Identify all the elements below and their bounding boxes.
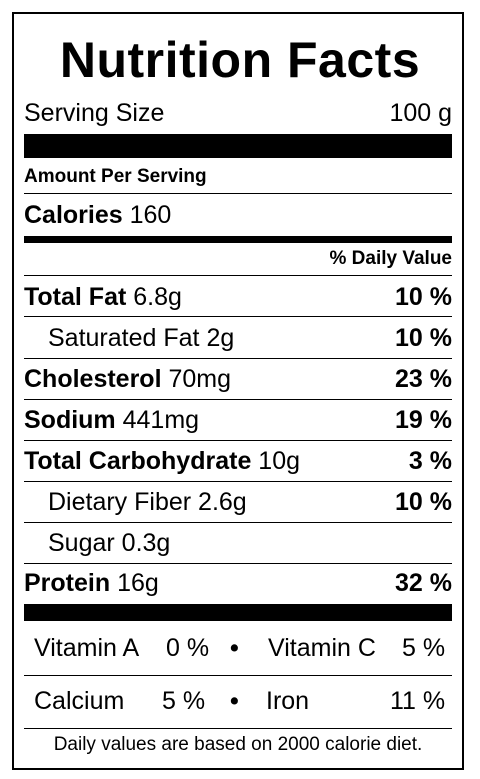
vitamin-a-value: 0 % — [166, 633, 210, 662]
nutrient-row-cholesterol: Cholesterol 70mg 23 % — [24, 359, 452, 399]
vitamin-c-label: Vitamin C — [268, 633, 376, 662]
vitamin-row-1: Vitamin A 0 % • Vitamin C 5 % — [24, 626, 452, 670]
divider — [24, 481, 452, 482]
bullet-separator: • — [230, 686, 239, 715]
nutrient-row-total-fat: Total Fat 6.8g 10 % — [24, 278, 452, 316]
thick-divider-top — [24, 134, 452, 158]
calories-value: 160 — [129, 200, 172, 229]
footnote: Daily values are based on 2000 calorie d… — [53, 734, 423, 755]
divider — [24, 728, 452, 729]
nutrient-amount: 2g — [206, 323, 235, 352]
nutrient-amount: 6.8g — [133, 282, 182, 311]
nutrient-amount: 0.3g — [121, 528, 171, 557]
label-title: Nutrition Facts — [59, 32, 421, 88]
nutrient-dv: 19 % — [395, 405, 452, 434]
amount-per-serving-label: Amount Per Serving — [24, 166, 207, 187]
divider — [24, 563, 452, 564]
divider — [24, 316, 452, 317]
nutrient-row-protein: Protein 16g 32 % — [24, 564, 452, 602]
medium-divider — [24, 236, 452, 243]
nutrient-row-sugar: Sugar 0.3g — [24, 523, 452, 563]
divider — [24, 399, 452, 400]
nutrition-label: Nutrition Facts Serving Size 100 g Amoun… — [12, 12, 464, 770]
daily-value-header-label: % Daily Value — [329, 248, 452, 269]
nutrient-dv: 10 % — [395, 282, 452, 311]
nutrient-row-dietary-fiber: Dietary Fiber 2.6g 10 % — [24, 482, 452, 522]
thick-divider-bottom — [24, 604, 452, 621]
divider — [24, 440, 452, 441]
nutrient-dv: 32 % — [395, 568, 452, 597]
nutrient-name: Saturated Fat — [48, 323, 200, 352]
divider — [24, 193, 452, 194]
divider — [24, 358, 452, 359]
nutrient-name: Dietary Fiber — [48, 487, 192, 516]
calcium-value: 5 % — [162, 686, 206, 715]
nutrient-name: Total Carbohydrate — [24, 446, 252, 475]
nutrient-name: Sodium — [24, 405, 116, 434]
nutrient-dv: 10 % — [395, 323, 452, 352]
serving-size-value: 100 g — [389, 98, 452, 127]
nutrient-name: Total Fat — [24, 282, 127, 311]
nutrient-dv: 23 % — [395, 364, 452, 393]
nutrient-amount: 16g — [117, 568, 159, 597]
divider — [24, 675, 452, 676]
divider — [24, 522, 452, 523]
nutrient-amount: 2.6g — [198, 487, 247, 516]
daily-value-header: % Daily Value — [24, 246, 452, 272]
serving-size-row: Serving Size 100 g — [24, 96, 452, 130]
calcium-label: Calcium — [34, 686, 125, 715]
calories-row: Calories 160 — [24, 198, 452, 232]
nutrient-dv: 10 % — [395, 487, 452, 516]
divider — [24, 275, 452, 276]
iron-value: 11 % — [390, 686, 446, 715]
vitamin-c-value: 5 % — [402, 633, 446, 662]
vitamin-a-label: Vitamin A — [34, 633, 140, 662]
calories-label: Calories — [24, 200, 123, 229]
nutrient-amount: 70mg — [168, 364, 232, 393]
bullet-separator: • — [230, 633, 239, 662]
nutrient-row-sodium: Sodium 441mg 19 % — [24, 400, 452, 440]
nutrient-amount: 441mg — [122, 405, 200, 434]
nutrient-dv: 3 % — [408, 446, 452, 475]
nutrient-row-total-carbohydrate: Total Carbohydrate 10g 3 % — [24, 441, 452, 481]
serving-size-label: Serving Size — [24, 98, 165, 127]
nutrient-name: Sugar — [48, 528, 115, 557]
vitamin-row-2: Calcium 5 % • Iron 11 % — [24, 679, 452, 723]
nutrient-name: Cholesterol — [24, 364, 162, 393]
amount-per-serving: Amount Per Serving — [24, 164, 452, 190]
iron-label: Iron — [266, 686, 310, 715]
nutrient-amount: 10g — [258, 446, 301, 475]
nutrient-row-saturated-fat: Saturated Fat 2g 10 % — [24, 318, 452, 358]
nutrient-name: Protein — [24, 568, 111, 597]
